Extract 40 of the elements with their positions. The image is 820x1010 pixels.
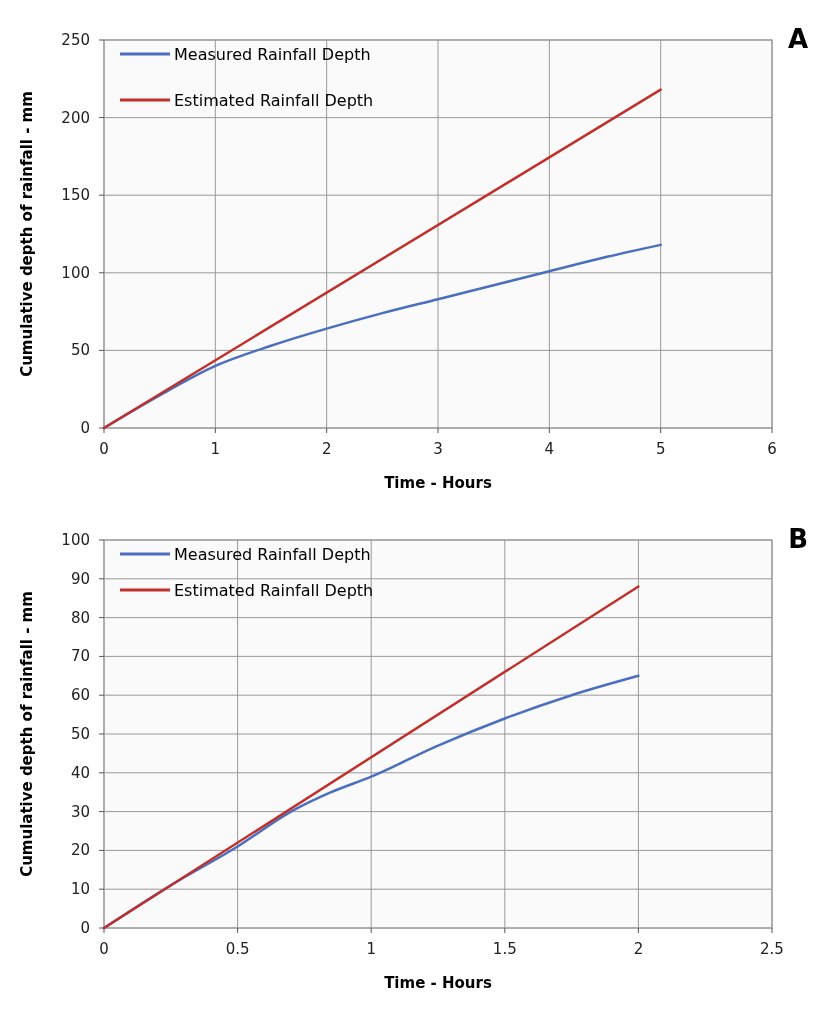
y-tick-label: 200 bbox=[61, 108, 90, 127]
x-tick-label: 2 bbox=[321, 440, 332, 458]
y-tick-label: 60 bbox=[70, 686, 90, 705]
y-axis-title: Cumulative depth of rainfall - mm bbox=[18, 591, 36, 877]
x-tick-label: 5 bbox=[655, 440, 666, 458]
x-tick-label: 1 bbox=[366, 940, 376, 958]
y-tick-label: 100 bbox=[61, 531, 90, 549]
y-tick-label: 80 bbox=[70, 608, 90, 627]
y-tick-label: 250 bbox=[61, 31, 90, 49]
y-tick-label: 20 bbox=[70, 841, 90, 860]
x-tick-label: 3 bbox=[433, 440, 443, 458]
x-tick-label: 0 bbox=[99, 440, 109, 458]
x-tick-label: 4 bbox=[544, 440, 555, 458]
text: A bbox=[787, 24, 808, 54]
y-tick-label: 50 bbox=[70, 725, 90, 743]
y-tick-label: 0 bbox=[80, 919, 90, 937]
y-tick-label: 0 bbox=[80, 419, 90, 437]
x-axis-title: Time - Hours bbox=[384, 974, 492, 992]
x-tick-label: 0 bbox=[99, 940, 109, 958]
y-tick-label: 50 bbox=[70, 341, 90, 360]
x-axis-title: Time - Hours bbox=[384, 474, 492, 492]
x-tick-label: 2 bbox=[633, 940, 644, 958]
y-tick-label: 40 bbox=[70, 763, 90, 782]
x-tick-label: 0.5 bbox=[225, 940, 250, 958]
legend-label: Measured Rainfall Depth bbox=[174, 545, 371, 564]
y-tick-label: 100 bbox=[61, 263, 90, 282]
legend-label: Measured Rainfall Depth bbox=[174, 45, 371, 64]
x-tick-label: 1 bbox=[210, 440, 221, 458]
y-tick-label: 150 bbox=[61, 186, 90, 205]
x-tick-label: 2.5 bbox=[760, 940, 784, 958]
text: B bbox=[788, 524, 808, 554]
y-tick-label: 10 bbox=[70, 880, 90, 899]
y-tick-label: 30 bbox=[70, 802, 90, 821]
legend-label: Estimated Rainfall Depth bbox=[174, 581, 374, 600]
x-tick-label: 1.5 bbox=[492, 940, 517, 958]
y-tick-label: 90 bbox=[70, 569, 90, 588]
legend-label: Estimated Rainfall Depth bbox=[174, 91, 374, 110]
y-axis-title: Cumulative depth of rainfall - mm bbox=[18, 91, 36, 377]
x-tick-label: 6 bbox=[767, 440, 777, 458]
y-tick-label: 70 bbox=[70, 647, 90, 666]
